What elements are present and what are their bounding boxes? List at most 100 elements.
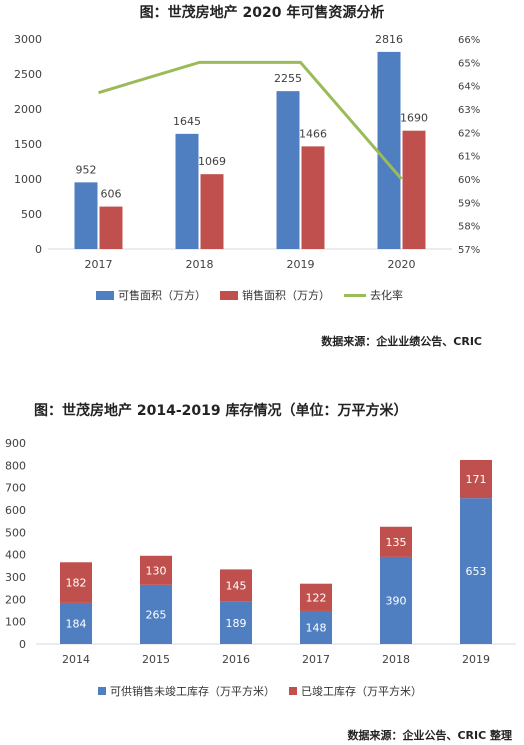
legend-swatch-blue [98, 687, 106, 695]
chart1-bar-available [74, 182, 98, 249]
chart1-x-tick-label: 2017 [85, 258, 113, 271]
chart2-source: 数据来源：企业公告、CRIC 整理 [347, 729, 512, 742]
chart2-x-tick-label: 2016 [222, 653, 250, 666]
chart2-x-tick-label: 2017 [302, 653, 330, 666]
chart1-y2-tick-label: 65% [458, 58, 480, 69]
chart1-data-label-sold: 1466 [299, 127, 327, 140]
chart1-data-label-sold: 1690 [400, 112, 428, 125]
legend-label-completed: 已竣工库存（万平方米） [301, 685, 422, 698]
chart1-y2-tick-label: 57% [458, 245, 480, 256]
chart2-y-tick-label: 600 [5, 504, 26, 517]
chart2-y-tick-label: 800 [5, 459, 26, 472]
legend-label-available: 可售面积（万方） [118, 289, 206, 302]
chart1-y-tick-label: 1000 [14, 173, 42, 186]
chart2-data-label-uncompleted: 189 [226, 617, 247, 630]
chart1-bar-sold [402, 130, 426, 249]
legend-item-rate: 去化率 [344, 287, 403, 303]
chart1-y-tick-label: 500 [21, 208, 42, 221]
chart1-y2-tick-label: 61% [458, 152, 480, 163]
chart2-data-label-completed: 171 [466, 473, 487, 486]
legend-swatch-green [344, 293, 366, 297]
chart2-x-tick-label: 2015 [142, 653, 170, 666]
chart1-data-label-available: 952 [76, 163, 97, 176]
chart1-y2-tick-label: 64% [458, 82, 480, 93]
chart2-data-label-uncompleted: 265 [146, 608, 167, 621]
chart2-y-tick-label: 0 [19, 638, 26, 651]
chart2-data-label-uncompleted: 184 [66, 617, 87, 630]
chart1-x-tick-label: 2019 [287, 258, 315, 271]
chart2-y-tick-label: 100 [5, 616, 26, 629]
chart1-bar-available [377, 51, 401, 249]
chart1-data-label-available: 2816 [375, 33, 403, 46]
chart2-data-label-uncompleted: 653 [466, 565, 487, 578]
chart1-y2-tick-label: 58% [458, 222, 480, 233]
chart2-bar-uncompleted [380, 556, 412, 644]
chart2-y-tick-label: 400 [5, 549, 26, 562]
chart2-bar-uncompleted [140, 584, 172, 644]
chart1-y-tick-label: 2500 [14, 68, 42, 81]
chart2-x-tick-label: 2018 [382, 653, 410, 666]
chart2-bar-completed [460, 459, 492, 499]
chart2-data-label-completed: 135 [386, 536, 407, 549]
chart2-bar-uncompleted [60, 602, 92, 644]
chart1-x-tick-label: 2018 [186, 258, 214, 271]
legend-item-completed: 已竣工库存（万平方米） [289, 683, 422, 699]
chart2-bar-completed [60, 562, 92, 603]
chart1-legend: 可售面积（万方） 销售面积（万方） 去化率 [96, 287, 417, 303]
chart2-data-label-uncompleted: 390 [386, 594, 407, 607]
chart2-data-label-completed: 130 [146, 564, 167, 577]
chart2-data-label-completed: 182 [66, 577, 87, 590]
chart1-y2-tick-label: 66% [458, 35, 480, 46]
chart2-data-label-completed: 145 [226, 580, 247, 593]
chart1-bar-available [175, 133, 199, 249]
chart2-y-tick-label: 500 [5, 526, 26, 539]
chart2-bar-uncompleted [300, 610, 332, 644]
chart2-title: 图：世茂房地产 2014-2019 库存情况（单位：万平方米） [34, 403, 408, 419]
chart2-x-tick-label: 2019 [462, 653, 490, 666]
chart2-bar-completed [220, 569, 252, 602]
legend-item-sold: 销售面积（万方） [220, 287, 330, 303]
chart2-bar-completed [300, 583, 332, 611]
chart1-bar-sold [301, 146, 325, 249]
chart2-y-tick-label: 300 [5, 571, 26, 584]
legend-label-rate: 去化率 [370, 289, 403, 302]
chart2-y-tick-label: 700 [5, 482, 26, 495]
chart1-y-tick-label: 3000 [14, 33, 42, 46]
chart1-y2-tick-label: 59% [458, 198, 480, 209]
chart1-data-label-available: 1645 [173, 115, 201, 128]
legend-swatch-red [289, 687, 297, 695]
chart1-source: 数据来源：企业业绩公告、CRIC [321, 335, 482, 348]
legend-item-uncompleted: 可供销售未竣工库存（万平方米） [98, 683, 275, 699]
chart2-x-tick-label: 2014 [62, 653, 90, 666]
legend-label-uncompleted: 可供销售未竣工库存（万平方米） [110, 685, 275, 698]
chart1-bar-available [276, 91, 300, 250]
chart2-legend: 可供销售未竣工库存（万平方米） 已竣工库存（万平方米） [98, 683, 436, 699]
chart2-y-tick-label: 900 [5, 437, 26, 450]
chart1-data-label-sold: 606 [101, 188, 122, 201]
chart1-line-rate [98, 60, 403, 180]
chart2-data-label-completed: 122 [306, 591, 327, 604]
chart2-bar-completed [380, 526, 412, 557]
chart2-bar-completed [140, 555, 172, 585]
chart1-y2-tick-label: 62% [458, 128, 480, 139]
chart1-bar-sold [200, 174, 224, 249]
legend-swatch-red [220, 290, 238, 300]
chart1-y-tick-label: 1500 [14, 138, 42, 151]
chart1-title: 图：世茂房地产 2020 年可售资源分析 [139, 5, 385, 21]
chart2-bar-uncompleted [460, 498, 492, 644]
legend-label-sold: 销售面积（万方） [242, 289, 330, 302]
chart1-data-label-sold: 1069 [198, 155, 226, 168]
chart2-y-tick-label: 200 [5, 593, 26, 606]
legend-swatch-blue [96, 290, 114, 300]
chart1-x-tick-label: 2020 [388, 258, 416, 271]
chart1-y-tick-label: 0 [35, 243, 42, 256]
chart1-y2-tick-label: 60% [458, 175, 480, 186]
chart1-data-label-available: 2255 [274, 72, 302, 85]
chart1-y-tick-label: 2000 [14, 103, 42, 116]
chart2-bar-uncompleted [220, 601, 252, 644]
chart2-data-label-uncompleted: 148 [306, 621, 327, 634]
legend-item-available: 可售面积（万方） [96, 287, 206, 303]
chart1-bar-sold [99, 206, 123, 249]
chart1-y2-tick-label: 63% [458, 105, 480, 116]
